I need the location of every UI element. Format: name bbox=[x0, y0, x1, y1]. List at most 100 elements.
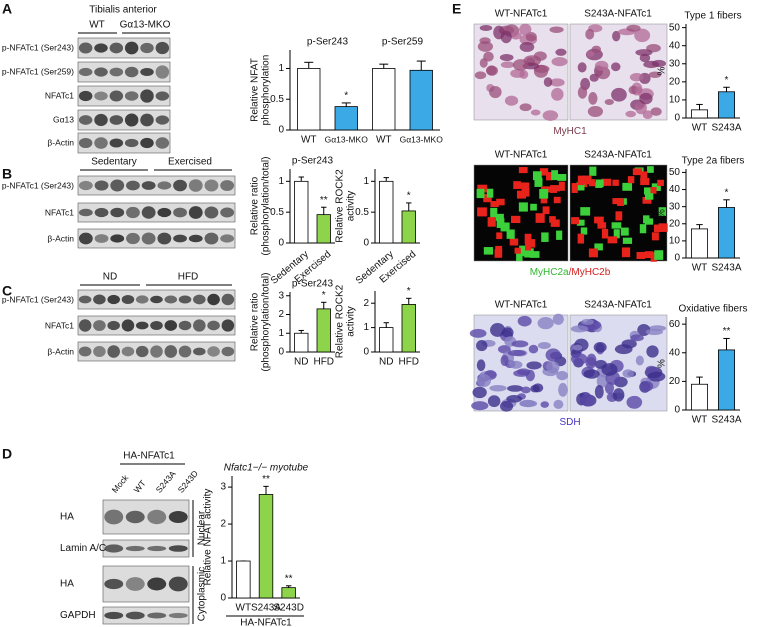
chart-title: p-Ser259 bbox=[382, 37, 424, 48]
fiber bbox=[496, 218, 505, 228]
fiber bbox=[601, 178, 612, 186]
label: S243D bbox=[176, 468, 200, 494]
blot-band bbox=[140, 113, 154, 127]
fiber bbox=[585, 28, 595, 40]
blot-band bbox=[110, 234, 125, 243]
fiber bbox=[604, 381, 615, 394]
micrograph bbox=[473, 164, 569, 262]
blot-band bbox=[188, 179, 203, 192]
fiber bbox=[550, 219, 560, 227]
y-tick-label: 2 bbox=[220, 519, 226, 530]
fiber bbox=[489, 384, 507, 392]
fiber bbox=[506, 394, 523, 403]
blot-band bbox=[124, 138, 139, 148]
label: β-Actin bbox=[47, 346, 74, 356]
fiber bbox=[577, 86, 588, 99]
fiber bbox=[542, 110, 559, 121]
blot-band bbox=[220, 234, 235, 243]
fiber bbox=[644, 251, 654, 259]
blot-band bbox=[107, 320, 120, 331]
fiber bbox=[576, 182, 585, 191]
fiber bbox=[636, 251, 646, 260]
fiber bbox=[471, 401, 489, 411]
fiber bbox=[509, 238, 519, 246]
fiber bbox=[490, 323, 506, 337]
label: HA-NFATc1 bbox=[123, 451, 175, 462]
blot-band bbox=[150, 320, 163, 331]
blot-band bbox=[126, 232, 140, 245]
blot-band bbox=[104, 611, 124, 620]
fiber bbox=[556, 370, 569, 381]
fiber bbox=[650, 187, 657, 194]
fiber bbox=[539, 188, 549, 199]
fiber bbox=[645, 328, 663, 336]
y-axis-label: Relative ratio bbox=[250, 292, 261, 351]
blot-band bbox=[78, 232, 93, 245]
fiber bbox=[576, 219, 585, 226]
label: C bbox=[2, 283, 12, 299]
blot-band bbox=[126, 206, 140, 219]
fiber bbox=[516, 190, 527, 199]
fiber bbox=[553, 196, 561, 204]
fiber bbox=[509, 360, 523, 369]
stain-part: /MyHC2b bbox=[569, 267, 611, 278]
fiber bbox=[517, 315, 532, 327]
blot-band bbox=[78, 67, 93, 77]
blot-band bbox=[155, 65, 170, 79]
y-tick-label: 40 bbox=[669, 184, 681, 195]
bar bbox=[316, 214, 331, 244]
label: WT bbox=[89, 20, 105, 31]
y-tick-label: 60 bbox=[669, 319, 681, 330]
fiber bbox=[613, 229, 620, 239]
blot-band bbox=[124, 91, 139, 101]
fiber bbox=[558, 382, 568, 397]
blot-band bbox=[78, 208, 93, 217]
fiber bbox=[537, 317, 554, 330]
y-tick-label: 0 bbox=[278, 125, 284, 136]
blot-band bbox=[121, 294, 135, 305]
blot-band bbox=[135, 345, 149, 358]
y-tick-label: 3 bbox=[278, 290, 284, 301]
blot-band bbox=[109, 115, 124, 125]
chart-title: p-Ser243 bbox=[292, 279, 334, 290]
y-tick-label: 1 bbox=[363, 176, 369, 187]
bar bbox=[409, 69, 433, 131]
y-axis-label: Relative NFAT activity bbox=[203, 489, 214, 586]
y-tick-label: 20 bbox=[669, 376, 681, 387]
fiber bbox=[496, 232, 503, 240]
fiber bbox=[612, 388, 625, 402]
blot-band bbox=[204, 206, 219, 219]
blot-band bbox=[173, 207, 187, 218]
blot-band bbox=[109, 90, 124, 102]
x-tick-label: HFD bbox=[398, 357, 419, 368]
fiber bbox=[524, 233, 532, 244]
fiber bbox=[519, 23, 532, 36]
blot-band bbox=[164, 345, 178, 358]
blot-band bbox=[124, 41, 139, 55]
fiber bbox=[651, 232, 659, 241]
significance: * bbox=[725, 187, 729, 198]
chart-title: p-Ser243 bbox=[307, 37, 349, 48]
x-tick-label: S243A bbox=[711, 123, 741, 134]
fiber bbox=[479, 24, 493, 32]
fiber bbox=[496, 198, 505, 206]
fiber bbox=[549, 26, 564, 33]
fiber bbox=[657, 179, 664, 186]
blot-band bbox=[193, 294, 206, 305]
fiber bbox=[494, 249, 503, 258]
bar bbox=[379, 180, 394, 244]
blot-band bbox=[94, 113, 108, 127]
label: S243A bbox=[154, 469, 178, 495]
label: WT bbox=[132, 478, 148, 495]
fiber bbox=[495, 213, 504, 221]
blot-band bbox=[104, 509, 124, 525]
fiber bbox=[644, 218, 654, 225]
y-tick-label: 2 bbox=[363, 298, 369, 309]
fiber bbox=[551, 87, 564, 101]
fiber bbox=[514, 247, 521, 254]
blot-band bbox=[125, 510, 145, 524]
fiber bbox=[534, 177, 543, 187]
fiber bbox=[620, 227, 629, 236]
y-axis-label: % bbox=[657, 66, 668, 75]
